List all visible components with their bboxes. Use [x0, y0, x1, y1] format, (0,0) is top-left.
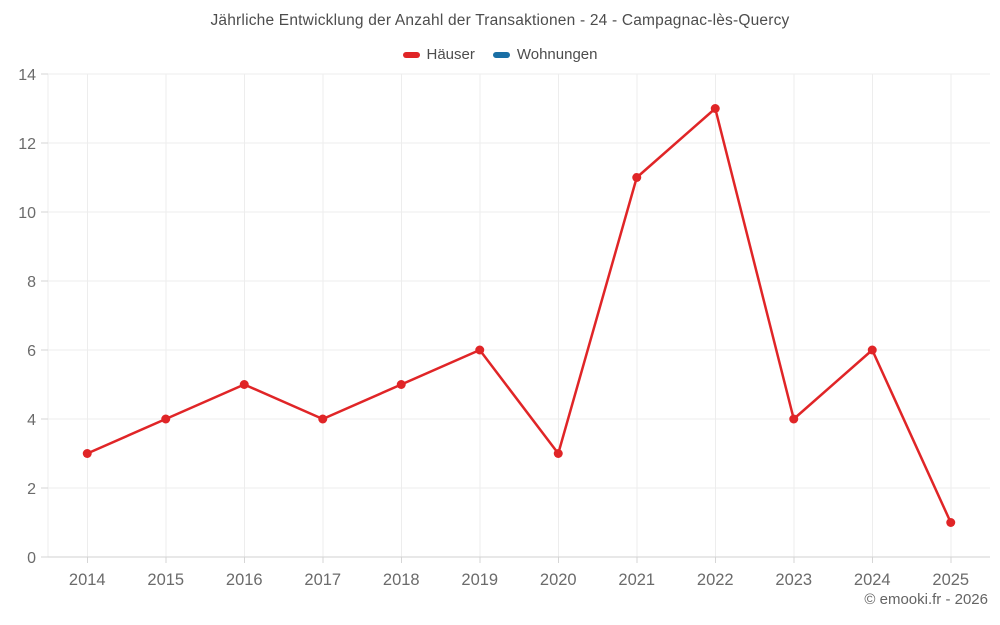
y-axis-tick-label: 2: [27, 481, 36, 498]
y-axis-tick-label: 6: [27, 343, 36, 360]
data-point: [396, 380, 406, 389]
x-axis-tick-label: 2020: [540, 571, 577, 589]
x-axis-tick-label: 2024: [854, 571, 891, 589]
legend-item-hauser[interactable]: Häuser: [402, 46, 475, 63]
legend-swatch-hauser-icon: [402, 51, 420, 58]
data-point: [239, 380, 249, 389]
y-axis-tick-label: 0: [27, 550, 36, 567]
data-point: [632, 173, 642, 182]
x-axis-tick-label: 2025: [932, 571, 969, 589]
legend-label-wohnungen: Wohnungen: [516, 46, 598, 63]
x-axis-tick-label: 2018: [383, 571, 420, 589]
legend-label-hauser: Häuser: [426, 46, 475, 63]
x-axis-tick-label: 2022: [697, 571, 734, 589]
series-line: [86, 107, 952, 524]
data-point: [553, 449, 563, 458]
legend-swatch-wohnungen-icon: [492, 51, 510, 58]
data-point: [946, 518, 956, 527]
data-point: [82, 449, 92, 458]
data-point: [161, 414, 171, 424]
y-axis-tick-label: 12: [18, 136, 36, 153]
data-point: [475, 345, 485, 355]
x-axis-tick-label: 2015: [147, 571, 184, 589]
legend: Häuser Wohnungen: [0, 46, 1000, 63]
x-axis-tick-label: 2023: [775, 571, 812, 589]
x-axis-tick-label: 2014: [69, 571, 106, 589]
y-axis-tick-label: 14: [18, 67, 36, 84]
chart-title: Jährliche Entwicklung der Anzahl der Tra…: [210, 12, 790, 29]
y-axis-tick-label: 8: [27, 274, 36, 291]
data-point: [789, 414, 799, 424]
series-häuser: [82, 104, 956, 527]
y-axis-tick-label: 4: [27, 412, 36, 429]
data-point: [710, 104, 720, 113]
gridlines: [47, 73, 990, 557]
y-axis-tick-label: 10: [18, 205, 36, 222]
x-axis-tick-label: 2016: [226, 571, 263, 589]
legend-item-wohnungen[interactable]: Wohnungen: [492, 46, 598, 63]
x-axis-tick-label: 2017: [304, 571, 341, 589]
data-point: [318, 414, 328, 424]
axis-ticks: [41, 73, 952, 563]
x-axis-tick-label: 2021: [618, 571, 655, 589]
x-axis-tick-label: 2019: [461, 571, 498, 589]
axis-labels: 0 2 4 6 8 10 12 14 2014 2015 2016 2017 2018 2019 2020 2…: [18, 67, 969, 589]
data-point: [867, 345, 877, 355]
copyright-watermark: © emooki.fr - 2026: [864, 591, 988, 608]
